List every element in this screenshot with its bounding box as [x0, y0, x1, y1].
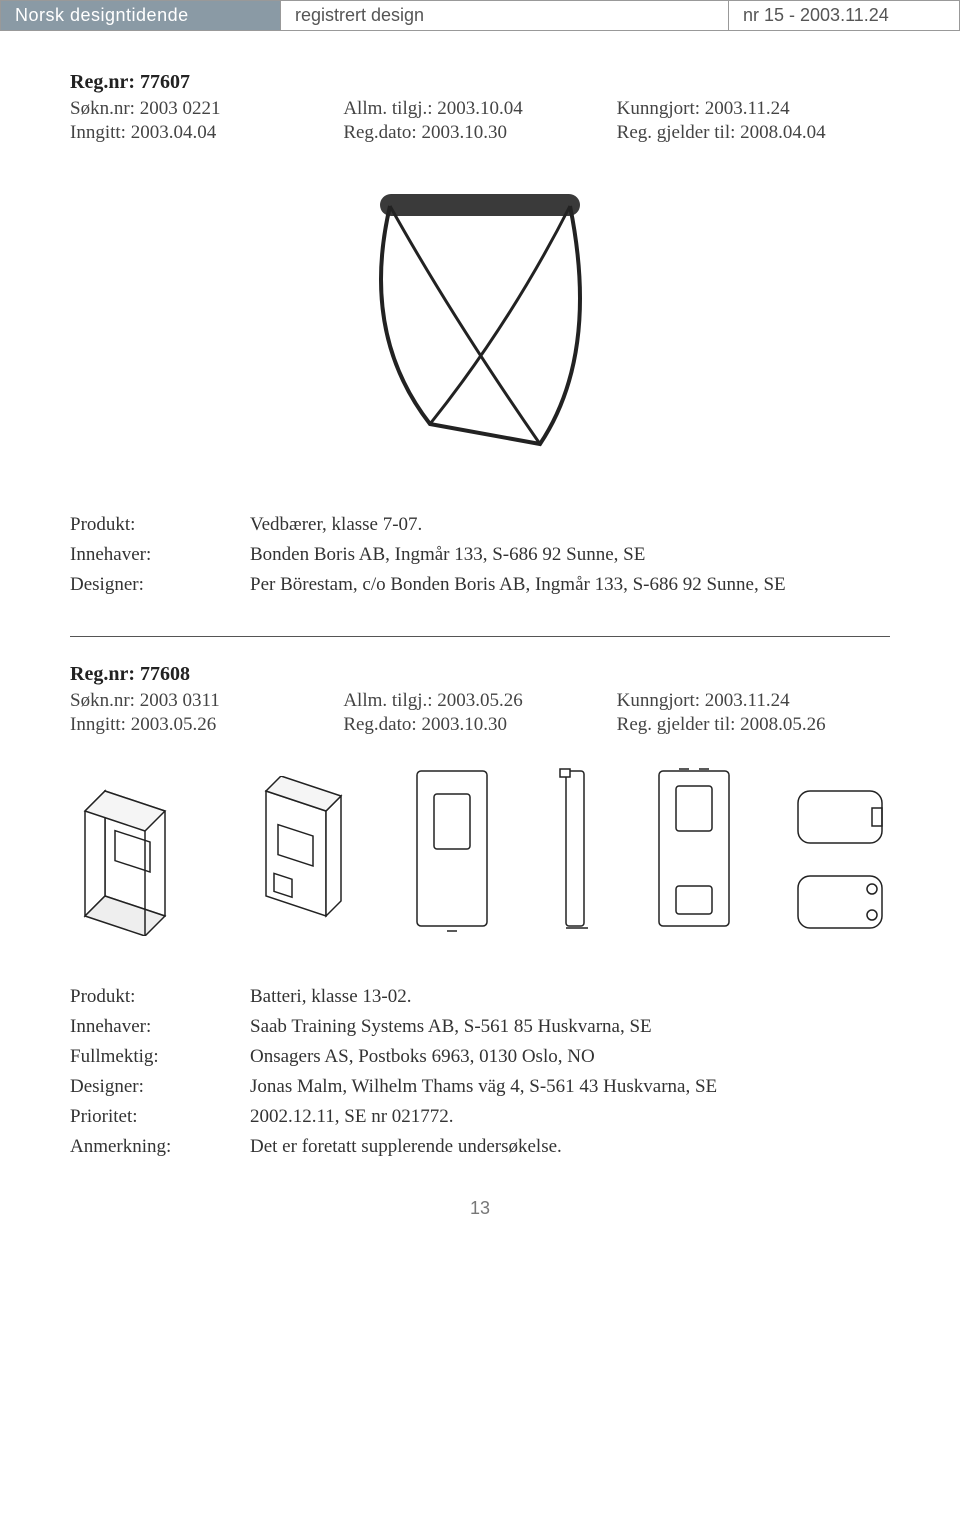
battery-side-icon [548, 766, 598, 936]
info-label: Designer: [70, 574, 250, 596]
record-77607: Reg.nr: 77607 Søkn.nr: 2003 0221 Allm. t… [70, 71, 890, 596]
figure-row-2 [70, 766, 890, 936]
info-label: Produkt: [70, 986, 250, 1008]
kunngjort-cell: Kunngjort: 2003.11.24 [617, 690, 890, 712]
regnr-value: 77608 [140, 663, 190, 685]
info-row: Anmerkning:Det er foretatt supplerende u… [70, 1136, 890, 1158]
info-label: Prioritet: [70, 1106, 250, 1128]
info-value: Per Börestam, c/o Bonden Boris AB, Ingmå… [250, 574, 890, 596]
reg-nr-heading-2: Reg.nr: 77608 [70, 663, 890, 686]
sokn-cell: Søkn.nr: 2003 0221 [70, 98, 343, 120]
regdato-cell: Reg.dato: 2003.10.30 [343, 122, 616, 144]
allm-cell: Allm. tilgj.: 2003.05.26 [343, 690, 616, 712]
battery-front-icon [402, 766, 502, 936]
info-value: Bonden Boris AB, Ingmår 133, S-686 92 Su… [250, 544, 890, 566]
info-value: 2002.12.11, SE nr 021772. [250, 1106, 890, 1128]
info-row: Produkt:Batteri, klasse 13-02. [70, 986, 890, 1008]
record-77608: Reg.nr: 77608 Søkn.nr: 2003 0311 Allm. t… [70, 663, 890, 1158]
regnr-label: Reg.nr: [70, 663, 135, 685]
inngitt-cell: Inngitt: 2003.04.04 [70, 122, 343, 144]
page-header: Norsk designtidende registrert design nr… [0, 0, 960, 31]
inngitt-cell: Inngitt: 2003.05.26 [70, 714, 343, 736]
reg-nr-heading: Reg.nr: 77607 [70, 71, 890, 94]
regnr-label: Reg.nr: [70, 71, 135, 93]
sokn-cell: Søkn.nr: 2003 0311 [70, 690, 343, 712]
info-row: Innehaver:Bonden Boris AB, Ingmår 133, S… [70, 544, 890, 566]
info-label: Innehaver: [70, 544, 250, 566]
battery-iso1-icon [70, 776, 190, 936]
info-row: Prioritet:2002.12.11, SE nr 021772. [70, 1106, 890, 1128]
vedbaerer-illustration-icon [340, 174, 620, 474]
regnr-value: 77607 [140, 71, 190, 93]
header-title-left: Norsk designtidende [1, 1, 281, 30]
gjelder-cell: Reg. gjelder til: 2008.04.04 [617, 122, 890, 144]
regdato-cell: Reg.dato: 2003.10.30 [343, 714, 616, 736]
info-label: Fullmektig: [70, 1046, 250, 1068]
info-value: Saab Training Systems AB, S-561 85 Huskv… [250, 1016, 890, 1038]
info-label: Innehaver: [70, 1016, 250, 1038]
meta-grid-2: Søkn.nr: 2003 0311 Allm. tilgj.: 2003.05… [70, 690, 890, 736]
battery-top-icon [790, 786, 890, 851]
battery-iso2-icon [236, 776, 356, 936]
record-divider [70, 636, 890, 637]
battery-back-icon [644, 766, 744, 936]
info-value: Det er foretatt supplerende undersøkelse… [250, 1136, 890, 1158]
info-label: Anmerkning: [70, 1136, 250, 1158]
info-row: Designer:Jonas Malm, Wilhelm Thams väg 4… [70, 1076, 890, 1098]
page-number: 13 [70, 1198, 890, 1219]
info-value: Vedbærer, klasse 7-07. [250, 514, 890, 536]
info-value: Onsagers AS, Postboks 6963, 0130 Oslo, N… [250, 1046, 890, 1068]
info-block-1: Produkt:Vedbærer, klasse 7-07.Innehaver:… [70, 514, 890, 596]
info-row: Designer:Per Börestam, c/o Bonden Boris … [70, 574, 890, 596]
info-row: Produkt:Vedbærer, klasse 7-07. [70, 514, 890, 536]
info-row: Innehaver:Saab Training Systems AB, S-56… [70, 1016, 890, 1038]
info-value: Batteri, klasse 13-02. [250, 986, 890, 1008]
info-value: Jonas Malm, Wilhelm Thams väg 4, S-561 4… [250, 1076, 890, 1098]
info-label: Designer: [70, 1076, 250, 1098]
info-block-2: Produkt:Batteri, klasse 13-02.Innehaver:… [70, 986, 890, 1158]
battery-bottom-icon [790, 871, 890, 936]
info-row: Fullmektig:Onsagers AS, Postboks 6963, 0… [70, 1046, 890, 1068]
gjelder-cell: Reg. gjelder til: 2008.05.26 [617, 714, 890, 736]
figure-1 [70, 174, 890, 474]
kunngjort-cell: Kunngjort: 2003.11.24 [617, 98, 890, 120]
info-label: Produkt: [70, 514, 250, 536]
meta-grid-1: Søkn.nr: 2003 0221 Allm. tilgj.: 2003.10… [70, 98, 890, 144]
allm-cell: Allm. tilgj.: 2003.10.04 [343, 98, 616, 120]
header-title-middle: registrert design [281, 1, 729, 30]
header-title-right: nr 15 - 2003.11.24 [729, 1, 959, 30]
